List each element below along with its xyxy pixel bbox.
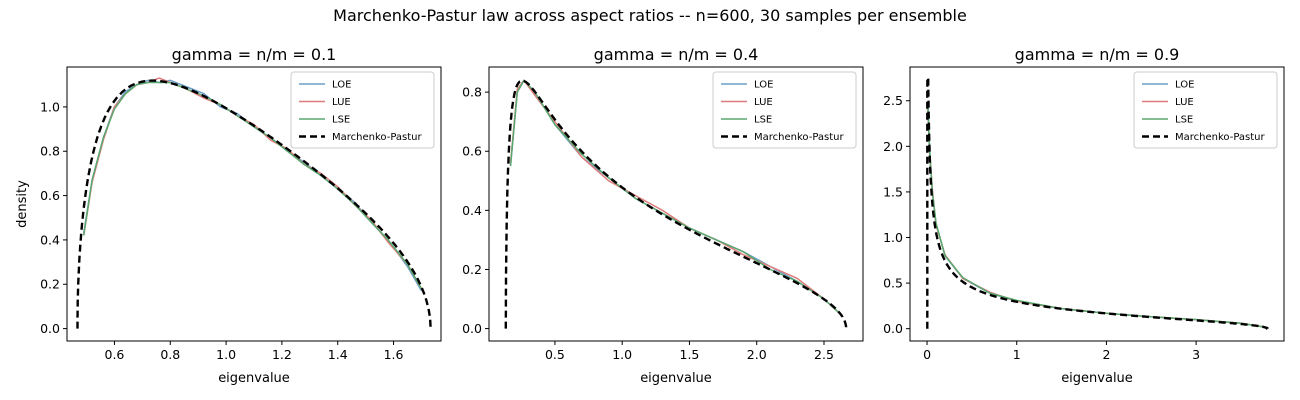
panel-title: gamma = n/m = 0.9 xyxy=(1015,45,1180,64)
x-tick-label: 1.5 xyxy=(680,347,700,362)
y-tick-label: 0.5 xyxy=(883,276,903,291)
x-tick-label: 0.8 xyxy=(160,347,180,362)
x-tick-label: 2 xyxy=(1102,347,1110,362)
series-group xyxy=(504,79,848,329)
legend-label: LUE xyxy=(332,97,351,108)
marchenko-pastur-curve xyxy=(76,79,432,329)
axes-frame xyxy=(66,66,442,342)
y-tick-label: 0.0 xyxy=(40,321,60,336)
marchenko-pastur-curve xyxy=(504,79,848,329)
y-tick-label: 0.0 xyxy=(883,321,903,336)
figure-suptitle: Marchenko-Pastur law across aspect ratio… xyxy=(333,6,967,25)
legend: LOE LUE LSE Marchenko-Pastur xyxy=(712,71,857,149)
y-tick-label: 0.2 xyxy=(40,277,60,292)
legend-label: Marchenko-Pastur xyxy=(754,132,844,143)
x-tick-label: 2.0 xyxy=(747,347,767,362)
series-lue-line xyxy=(509,79,841,315)
x-tick-label: 0.5 xyxy=(545,347,565,362)
y-tick-label: 0.8 xyxy=(40,144,60,159)
axes-frame xyxy=(909,66,1285,342)
x-axis-label: eigenvalue xyxy=(218,371,290,386)
panel-title: gamma = n/m = 0.4 xyxy=(594,45,759,64)
series-group xyxy=(926,76,1269,330)
legend-box xyxy=(1133,71,1278,149)
panel-title: gamma = n/m = 0.1 xyxy=(172,45,337,64)
panel-2: gamma = n/m = 0.4 0.5 1.0 1.5 2.0 2.5 0.0 0.2 0.… xyxy=(462,45,864,386)
legend-label: Marchenko-Pastur xyxy=(1175,132,1265,143)
y-tick-label: 0.0 xyxy=(462,321,482,336)
legend-label: LOE xyxy=(332,80,351,91)
y-tick-label: 0.8 xyxy=(462,85,482,100)
x-axis-label: eigenvalue xyxy=(1061,371,1133,386)
y-tick-label: 0.4 xyxy=(40,232,60,247)
legend-box xyxy=(712,71,857,149)
y-tick-label: 0.4 xyxy=(462,203,482,218)
y-tick-label: 1.5 xyxy=(883,184,903,199)
legend-label: LSE xyxy=(1175,115,1193,126)
legend-label: LUE xyxy=(1175,97,1194,108)
y-tick-label: 2.0 xyxy=(883,139,903,154)
x-tick-label: 1.2 xyxy=(272,347,292,362)
legend: LOE LUE LSE Marchenko-Pastur xyxy=(290,71,435,149)
x-tick-label: 0.6 xyxy=(105,347,125,362)
axes-frame xyxy=(488,66,864,342)
y-tick-label: 1.0 xyxy=(883,230,903,245)
series-group xyxy=(76,77,432,329)
marchenko-pastur-curve xyxy=(926,76,1269,330)
x-axis-label: eigenvalue xyxy=(640,371,712,386)
legend-label: LUE xyxy=(754,97,773,108)
legend-label: Marchenko-Pastur xyxy=(332,132,422,143)
legend-box xyxy=(290,71,435,149)
x-tick-label: 3 xyxy=(1192,347,1200,362)
legend-label: LOE xyxy=(754,80,773,91)
panel-3: gamma = n/m = 0.9 0 1 2 3 0.0 0.5 1.0 1.5 2.0 2.5 e… xyxy=(883,45,1285,386)
legend-label: LSE xyxy=(332,115,350,126)
y-tick-label: 0.6 xyxy=(462,144,482,159)
y-tick-label: 1.0 xyxy=(40,99,60,114)
x-tick-label: 1.6 xyxy=(384,347,404,362)
x-tick-label: 2.5 xyxy=(814,347,834,362)
legend: LOE LUE LSE Marchenko-Pastur xyxy=(1133,71,1278,149)
x-tick-label: 1.0 xyxy=(612,347,632,362)
x-tick-label: 1.4 xyxy=(328,347,348,362)
x-tick-label: 1.0 xyxy=(216,347,236,362)
x-tick-label: 0 xyxy=(923,347,931,362)
y-tick-label: 0.6 xyxy=(40,188,60,203)
legend-label: LOE xyxy=(1175,80,1194,91)
legend-label: LSE xyxy=(754,115,772,126)
y-tick-label: 2.5 xyxy=(883,93,903,108)
y-tick-label: 0.2 xyxy=(462,262,482,277)
panel-1: gamma = n/m = 0.1 0.6 0.8 1.0 1.2 1.4 1.6 0.0 0.… xyxy=(15,45,442,386)
y-axis-label: density xyxy=(15,180,30,228)
series-lse-line xyxy=(82,81,423,290)
x-tick-label: 1 xyxy=(1013,347,1021,362)
